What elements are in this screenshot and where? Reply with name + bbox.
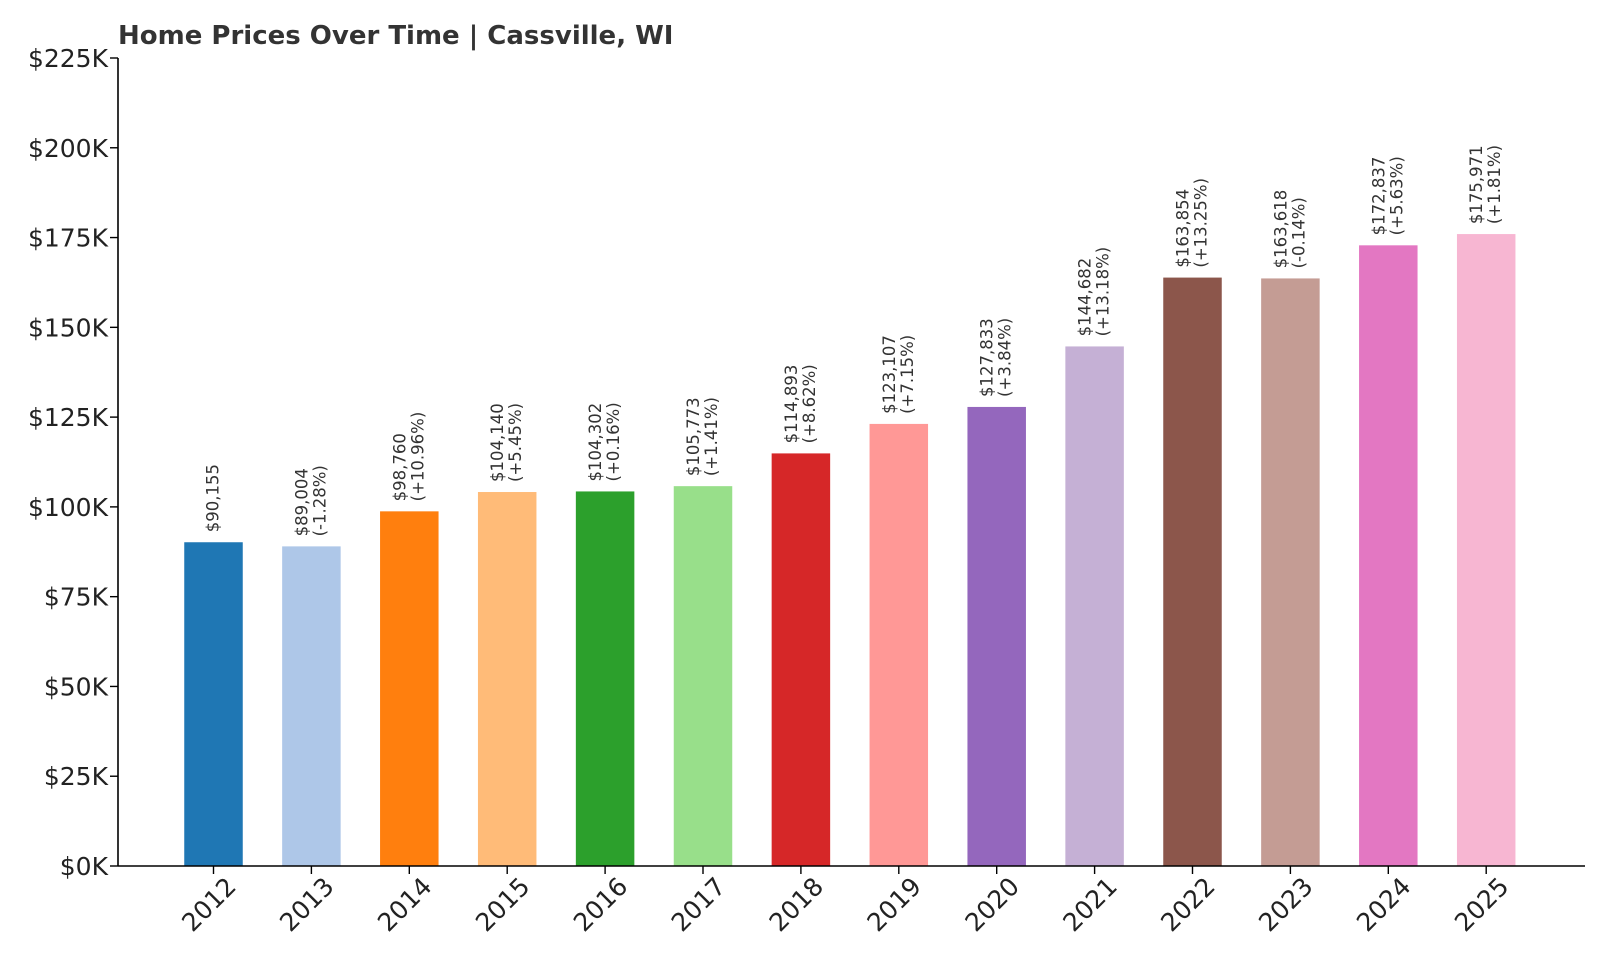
value-label: $104,302	[586, 403, 605, 482]
x-tick-label-2012: 2012	[176, 872, 241, 937]
value-label: $127,833	[978, 318, 997, 397]
bar-2012	[184, 542, 243, 866]
y-tick-label: $0K	[60, 852, 109, 881]
data-label-2022: $163,854 (+13.25%)	[1174, 178, 1211, 268]
y-tick-label: $100K	[28, 493, 109, 522]
x-tick-label-2022: 2022	[1155, 872, 1220, 937]
change-label: (+0.16%)	[604, 402, 623, 481]
value-label: $89,004	[292, 468, 311, 536]
data-label-2019: $123,107 (+7.15%)	[880, 335, 917, 414]
bar-2014	[380, 511, 439, 866]
data-label-2013: $89,004 (-1.28%)	[292, 465, 329, 536]
data-label-2023: $163,618 (-0.14%)	[1271, 190, 1308, 269]
data-label-2017: $105,773 (+1.41%)	[684, 397, 721, 476]
x-tick-label-2018: 2018	[764, 872, 829, 937]
value-label: $105,773	[684, 397, 703, 476]
y-tick-label: $175K	[28, 224, 109, 253]
data-label-2025: $175,971 (+1.81%)	[1467, 145, 1504, 224]
value-label: $114,893	[782, 365, 801, 444]
bar-2019	[869, 423, 929, 866]
change-label: (+10.96%)	[408, 412, 427, 502]
x-tick-label-2025: 2025	[1449, 872, 1514, 937]
data-label-2020: $127,833 (+3.84%)	[978, 318, 1015, 397]
change-label: (+13.18%)	[1094, 247, 1113, 337]
value-label: $172,837	[1369, 157, 1388, 236]
bar-2022	[1163, 277, 1222, 866]
bars	[184, 234, 1516, 867]
data-label-2024: $172,837 (+5.63%)	[1369, 156, 1406, 235]
value-label: $163,854	[1174, 189, 1193, 268]
x-tick-label-2014: 2014	[372, 872, 437, 937]
data-label-2014: $98,760 (+10.96%)	[390, 412, 427, 502]
value-label: $175,971	[1467, 145, 1486, 224]
x-tick-label-2019: 2019	[862, 872, 927, 937]
bar-2024	[1359, 245, 1418, 867]
value-label: $144,682	[1076, 258, 1095, 337]
bar-2016	[575, 491, 635, 866]
change-label: (+7.15%)	[898, 335, 917, 414]
change-label: (+1.81%)	[1485, 145, 1504, 224]
value-label: $98,760	[390, 433, 409, 501]
data-label-2016: $104,302 (+0.16%)	[586, 402, 623, 481]
bar-2017	[673, 486, 733, 866]
change-label: (+1.41%)	[702, 397, 721, 476]
bar-2018	[771, 453, 831, 866]
y-tick-label: $125K	[28, 403, 109, 432]
x-tick-label-2016: 2016	[568, 872, 633, 937]
change-label: (+8.62%)	[800, 364, 819, 443]
change-label: (+13.25%)	[1192, 178, 1211, 268]
y-tick-label: $75K	[44, 583, 109, 612]
y-tick-label: $225K	[28, 44, 109, 73]
data-label-2021: $144,682 (+13.18%)	[1076, 247, 1113, 337]
data-label-2015: $104,140 (+5.45%)	[488, 403, 525, 482]
data-labels: $90,155 $89,004 (-1.28%) $98,760 (+10.96%) $1…	[204, 145, 1505, 536]
x-tick-label-2020: 2020	[959, 872, 1024, 937]
value-label: $104,140	[488, 403, 507, 482]
bar-2023	[1261, 278, 1320, 867]
bar-2015	[477, 492, 537, 866]
bar-2021	[1065, 346, 1124, 866]
x-tick-label-2017: 2017	[666, 872, 731, 937]
bar-2025	[1456, 234, 1516, 866]
x-tick-label-2015: 2015	[470, 872, 535, 937]
data-label-2018: $114,893 (+8.62%)	[782, 364, 819, 443]
x-tick-label-2024: 2024	[1351, 872, 1416, 937]
change-label: (+3.84%)	[996, 318, 1015, 397]
value-label: $90,155	[204, 464, 223, 532]
value-label: $123,107	[880, 335, 899, 414]
chart-title: Home Prices Over Time | Cassville, WI	[118, 21, 673, 51]
y-axis-ticks: $0K $25K $50K $75K $100K $125K $150K $175K $200K…	[28, 44, 118, 881]
y-tick-label: $25K	[44, 762, 109, 791]
x-tick-label-2013: 2013	[274, 872, 339, 937]
y-tick-label: $200K	[28, 134, 109, 163]
data-label-2012: $90,155	[204, 464, 223, 532]
y-tick-label: $150K	[28, 313, 109, 342]
change-label: (-1.28%)	[310, 465, 329, 536]
value-label: $163,618	[1271, 190, 1290, 269]
x-axis-ticks: 2012 2013 2014 2015 2016 2017 2018 2019 2020 2021…	[176, 866, 1514, 937]
change-label: (+5.63%)	[1387, 156, 1406, 235]
x-tick-label-2023: 2023	[1253, 872, 1318, 937]
x-tick-label-2021: 2021	[1057, 872, 1122, 937]
change-label: (+5.45%)	[506, 403, 525, 482]
bar-2020	[967, 406, 1026, 866]
y-tick-label: $50K	[44, 672, 109, 701]
bar-2013	[282, 546, 341, 866]
change-label: (-0.14%)	[1289, 197, 1308, 268]
